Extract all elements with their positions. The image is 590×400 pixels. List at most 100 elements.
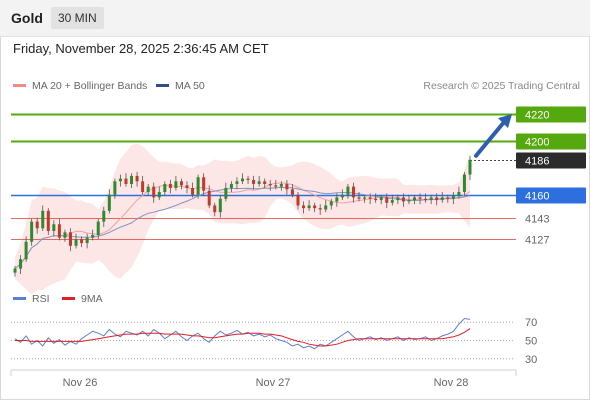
candle-body bbox=[229, 183, 233, 188]
candle-body bbox=[413, 197, 417, 201]
candle bbox=[462, 171, 466, 197]
candle bbox=[268, 179, 272, 191]
candle-body bbox=[313, 205, 317, 209]
candle bbox=[413, 194, 417, 205]
candle bbox=[152, 182, 156, 203]
candle bbox=[91, 229, 95, 241]
time-axis-tick-label: Nov 27 bbox=[256, 377, 291, 389]
legend-label-9ma: 9MA bbox=[81, 293, 103, 305]
candle bbox=[385, 193, 389, 209]
candle-body bbox=[174, 181, 178, 188]
candle-body bbox=[163, 183, 167, 193]
candle-body bbox=[318, 208, 322, 210]
level-badge-4186 bbox=[516, 152, 586, 169]
datetime-label: Friday, November 28, 2025 2:36:45 AM CET bbox=[13, 41, 269, 56]
level-label-4220: 4220 bbox=[525, 110, 549, 122]
candle-body bbox=[274, 185, 278, 187]
candle bbox=[396, 194, 400, 205]
candle bbox=[235, 177, 239, 190]
candle bbox=[252, 175, 256, 190]
candle-body bbox=[30, 221, 34, 242]
candle-body bbox=[68, 232, 72, 246]
level-label-4160: 4160 bbox=[525, 191, 549, 203]
candle-body bbox=[429, 197, 433, 201]
candle bbox=[424, 193, 428, 203]
candle bbox=[202, 173, 206, 197]
candle bbox=[163, 181, 167, 197]
candle bbox=[446, 194, 450, 203]
candle bbox=[263, 178, 267, 188]
candle-body bbox=[279, 183, 283, 187]
candle-body bbox=[63, 232, 67, 238]
candle bbox=[196, 174, 200, 199]
candle bbox=[179, 178, 183, 190]
candle-body bbox=[252, 179, 256, 184]
candle bbox=[457, 186, 461, 199]
time-axis-tick-label: Nov 26 bbox=[63, 377, 98, 389]
timeframe-selector[interactable]: 30 MIN bbox=[51, 7, 104, 29]
candle-body bbox=[235, 181, 239, 184]
candle bbox=[118, 174, 122, 187]
candle-body bbox=[52, 224, 56, 231]
candle bbox=[240, 173, 245, 184]
copyright-text: Research © 2025 Trading Central bbox=[423, 80, 580, 92]
candle bbox=[329, 198, 333, 210]
candle-body bbox=[168, 183, 172, 188]
candle bbox=[13, 265, 17, 277]
rsi-tick-label: 50 bbox=[525, 336, 537, 348]
instrument-title: Gold bbox=[11, 10, 43, 26]
candle-body bbox=[130, 175, 134, 184]
ma50-line bbox=[14, 186, 471, 269]
candle-body bbox=[462, 174, 466, 193]
candle bbox=[435, 193, 439, 206]
candle bbox=[246, 175, 250, 184]
candle bbox=[102, 206, 106, 227]
level-label-4127: 4127 bbox=[525, 235, 549, 247]
level-label-4186: 4186 bbox=[525, 156, 549, 168]
candle-body bbox=[396, 197, 400, 201]
candle-body bbox=[19, 259, 23, 269]
candle-body bbox=[329, 201, 333, 206]
candle bbox=[124, 173, 128, 187]
candle bbox=[213, 202, 217, 217]
candle bbox=[257, 175, 261, 187]
candle-body bbox=[218, 198, 222, 213]
candle-body bbox=[246, 178, 250, 180]
candle-body bbox=[374, 198, 378, 201]
candle bbox=[74, 233, 78, 249]
candle bbox=[290, 183, 294, 198]
candle-body bbox=[46, 210, 50, 231]
candle bbox=[107, 189, 111, 214]
candle-body bbox=[179, 181, 183, 186]
legend-item-ma50: MA 50 bbox=[156, 80, 205, 92]
candle bbox=[346, 183, 350, 199]
candle bbox=[168, 179, 172, 194]
candle bbox=[351, 182, 355, 203]
candle bbox=[68, 228, 72, 252]
candle-body bbox=[124, 178, 128, 184]
candle-body bbox=[418, 197, 422, 199]
ma50-swatch-icon bbox=[156, 83, 169, 87]
candle bbox=[174, 175, 178, 191]
candle-body bbox=[146, 186, 150, 193]
candle bbox=[191, 182, 195, 198]
level-badge-4220 bbox=[516, 106, 586, 123]
price-levels: 4220 4200 4186 4160 4143 4127 bbox=[11, 106, 586, 247]
forecast-arrow-shaft bbox=[474, 120, 506, 158]
candle-body bbox=[35, 221, 39, 229]
candle bbox=[401, 193, 405, 207]
candle bbox=[357, 192, 361, 202]
ma20-swatch-icon bbox=[13, 83, 26, 87]
candle-body bbox=[141, 181, 145, 193]
candle-body bbox=[340, 194, 344, 198]
rsi-tick-label: 30 bbox=[525, 354, 537, 366]
rsi-9ma-line bbox=[15, 328, 471, 347]
candle-body bbox=[102, 210, 106, 222]
candle bbox=[19, 255, 23, 274]
candle bbox=[46, 208, 50, 236]
candle-body bbox=[390, 200, 394, 203]
candle-body bbox=[324, 205, 328, 210]
candle-body bbox=[296, 194, 300, 206]
candle-body bbox=[424, 198, 428, 201]
